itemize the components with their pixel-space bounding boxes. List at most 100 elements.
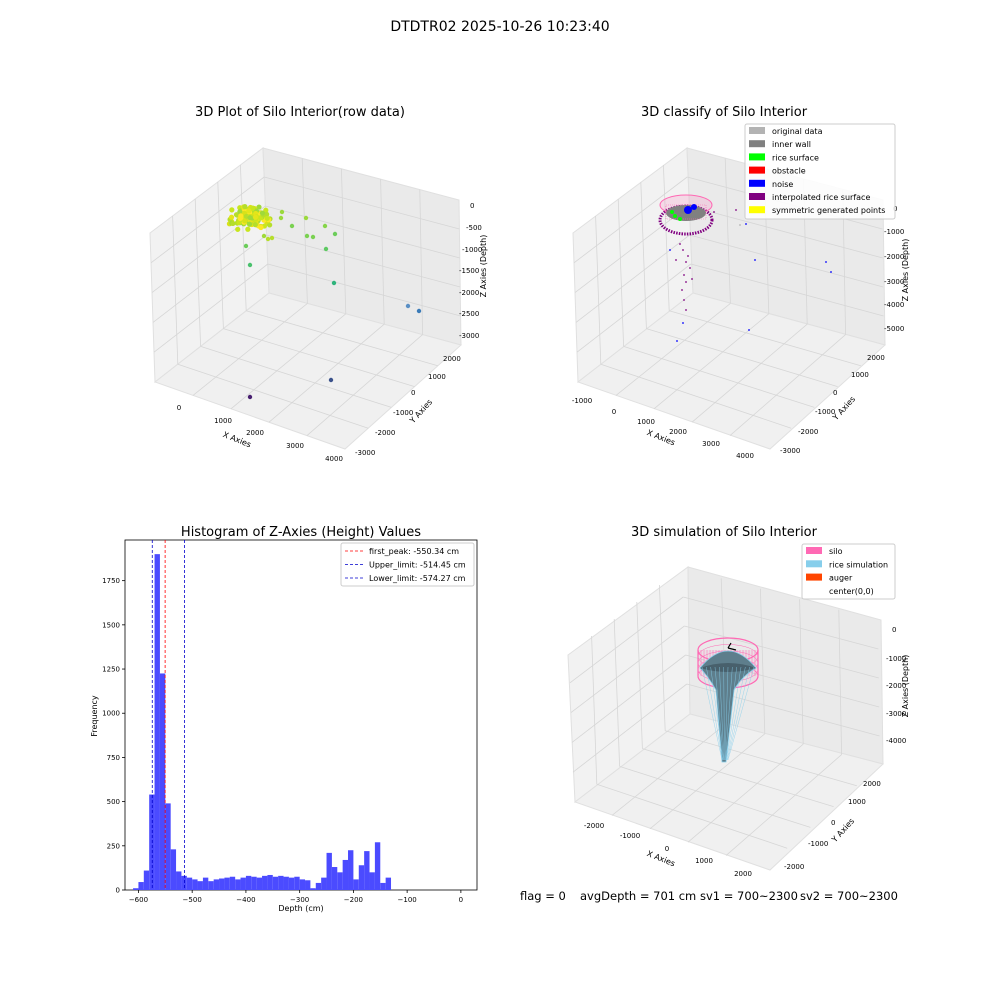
- legend-swatch: [749, 193, 765, 200]
- plot4-ztick: 0: [892, 626, 896, 634]
- plot1-ztick: -3000: [459, 332, 479, 340]
- plot1-point: [245, 226, 251, 232]
- plot1-point: [256, 204, 262, 210]
- histogram-legend: first_peak: -550.34 cm Upper_limit: -514.…: [340, 542, 475, 587]
- histogram-bar: [170, 849, 177, 890]
- plot4-ztick: -1000: [886, 655, 906, 663]
- plot4-ytick: -1000: [808, 840, 828, 848]
- plot2-point: [683, 274, 685, 276]
- plot1-ytick: -3000: [355, 449, 375, 457]
- histogram-bar: [305, 880, 311, 890]
- plot2-point: [685, 281, 687, 283]
- histogram-bar: [385, 877, 392, 890]
- histogram-bar: [159, 673, 166, 890]
- histogram-bar: [133, 888, 139, 890]
- plot1-point: [252, 214, 259, 220]
- plot1-point: [247, 394, 253, 400]
- plot1-point: [258, 224, 264, 231]
- histogram-legend-box: [340, 542, 475, 587]
- histogram-bar: [192, 879, 198, 890]
- histogram-xlabel: Depth (cm): [278, 904, 323, 913]
- plot1-ztick: -2000: [459, 289, 479, 297]
- plot2-xtick: -1000: [572, 397, 592, 405]
- plot1-point: [233, 212, 240, 218]
- plot1-ztick: 0: [470, 202, 474, 210]
- plot4-title: 3D simulation of Silo Interior: [631, 525, 818, 540]
- plot2-legend-box: [744, 123, 896, 220]
- histogram-bar: [358, 865, 365, 890]
- plot2-ztick: -1000: [884, 228, 904, 236]
- plot1-point: [310, 234, 316, 240]
- plot2-ztick: -5000: [884, 325, 904, 333]
- figure-title: DTDTR02 2025-10-26 10:23:40: [390, 19, 609, 35]
- plot2-yticks: -3000 -2000 -1000 0 1000 2000: [780, 354, 885, 455]
- legend-swatch: [749, 140, 765, 148]
- plot1-point: [278, 215, 284, 221]
- histogram-bar: [235, 879, 241, 890]
- histogram-bar: [165, 803, 171, 890]
- histogram-bar: [256, 877, 263, 890]
- plot1-zlabel: Z Axies (Depth): [479, 235, 488, 298]
- legend-swatch: [806, 560, 822, 568]
- plot1-point: [261, 233, 267, 239]
- histogram-legend-label: Lower_limit: -574.27 cm: [369, 574, 466, 583]
- plot1-point: [243, 243, 249, 249]
- sv1-readout: sv1 = 700~2300: [700, 889, 798, 903]
- plot2-ztick: -3000: [884, 278, 904, 286]
- plot2-point: [754, 259, 756, 261]
- plot2-point: [679, 243, 681, 245]
- plot4-ytick: 1000: [848, 798, 866, 806]
- histogram-bar: [321, 877, 327, 890]
- plot2-point: [689, 267, 691, 269]
- plot1-point: [267, 222, 273, 228]
- legend-swatch: [806, 547, 822, 554]
- plot2-point: [685, 261, 687, 263]
- histogram-ylabel: Frequency: [90, 695, 99, 737]
- histogram-bar: [283, 876, 289, 890]
- histogram-ytick-label: 750: [107, 754, 120, 762]
- plot2-point: [681, 289, 683, 291]
- plot2-title: 3D classify of Silo Interior: [641, 105, 808, 120]
- histogram-ytick-label: 1250: [102, 666, 120, 674]
- plot2-point: [830, 271, 832, 273]
- histogram-bar: [294, 876, 300, 890]
- histogram-bar: [288, 877, 295, 890]
- histogram-ytick-label: 500: [107, 798, 120, 806]
- legend-swatch: [749, 153, 765, 161]
- plot4-ztick: -3000: [886, 710, 906, 718]
- histogram-bar: [224, 877, 230, 890]
- histogram-axes: −600 −500 −400 −300 −200 −100 0 0 250 500 750 1000 1…: [102, 577, 463, 904]
- plot1-point: [259, 210, 266, 216]
- plot1-point: [250, 205, 256, 211]
- plot1-ytick: -1000: [393, 409, 413, 417]
- histogram-xtick-label: −200: [344, 896, 363, 904]
- histogram-chart: Histogram of Z-Axies (Height) Values −60…: [90, 525, 478, 913]
- plot4-panes: [567, 566, 885, 871]
- legend-label: noise: [772, 180, 793, 189]
- plot1-ztick: -1500: [459, 267, 479, 275]
- plot1-point: [304, 233, 310, 239]
- plot4-zticks: 0 -1000 -2000 -3000 -4000: [886, 626, 906, 745]
- plot2-point: [735, 209, 737, 211]
- legend-label: rice simulation: [829, 560, 888, 569]
- plot2-xtick: 0: [612, 408, 616, 416]
- plot2-point: [748, 329, 750, 331]
- plot1-point: [405, 303, 411, 309]
- plot1-point: [265, 236, 271, 242]
- plot2-silo-scan: [658, 194, 714, 236]
- plot4-zlabel: Z Axies (Depth): [901, 655, 910, 718]
- plot1-xtick: 4000: [325, 455, 343, 463]
- plot1-point: [228, 214, 235, 220]
- plot1-point: [242, 204, 248, 210]
- plot2-classify-3d: 3D classify of Silo Interior -1000 0 100…: [572, 105, 910, 460]
- plot1-point: [289, 223, 295, 229]
- plot2-ytick: 0: [833, 389, 837, 397]
- plot1-ztick: -1000: [462, 246, 482, 254]
- legend-label: interpolated rice surface: [772, 193, 870, 202]
- avg-depth-readout: avgDepth = 701 cm: [580, 889, 697, 903]
- histogram-bar: [251, 876, 257, 890]
- histogram-bar: [337, 872, 343, 890]
- plot2-legend: original data inner wall rice surface obsta…: [744, 123, 896, 220]
- plot1-points: [226, 204, 422, 400]
